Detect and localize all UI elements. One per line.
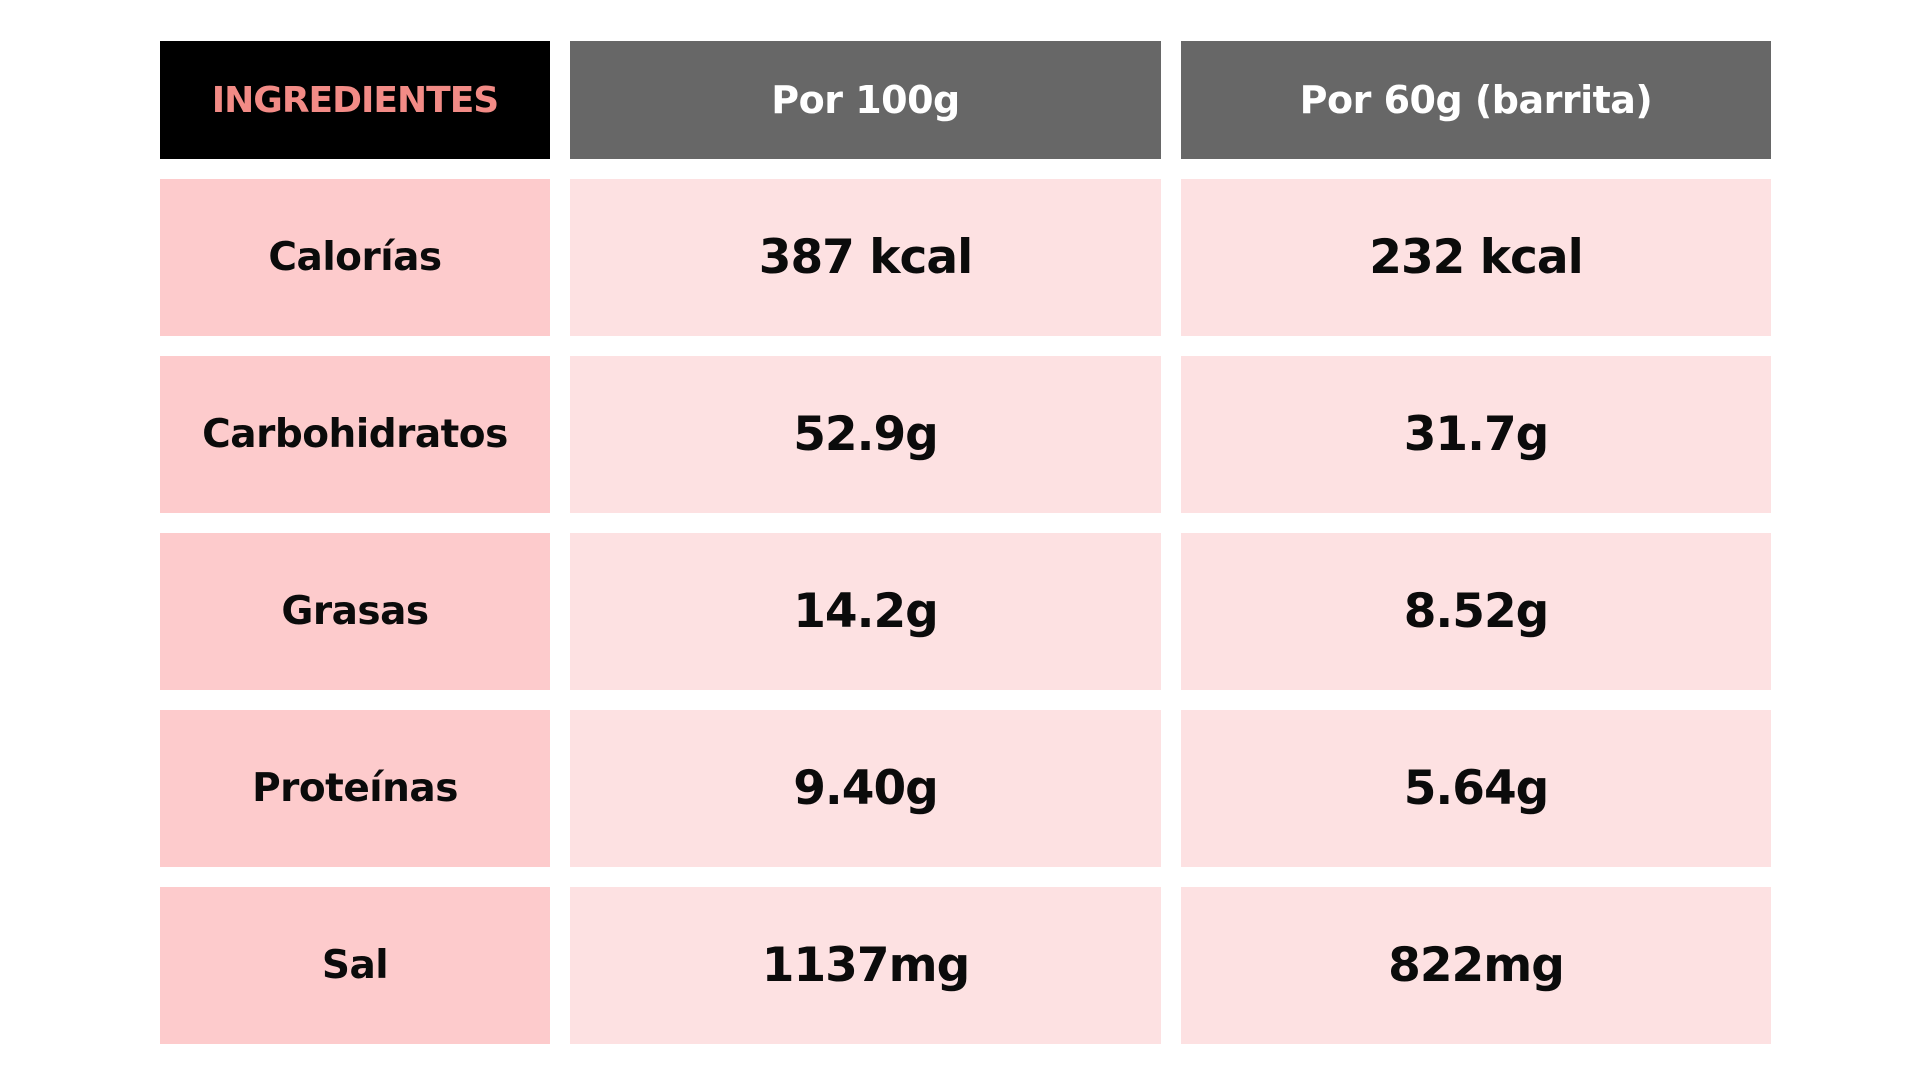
row-label-sal: Sal bbox=[160, 887, 550, 1044]
value-sal-60g: 822mg bbox=[1181, 887, 1771, 1044]
row-label-grasas: Grasas bbox=[160, 533, 550, 690]
row-label-calorias: Calorías bbox=[160, 179, 550, 336]
value-carbohidratos-100g: 52.9g bbox=[570, 356, 1161, 513]
value-carbohidratos-60g: 31.7g bbox=[1181, 356, 1771, 513]
value-grasas-60g: 8.52g bbox=[1181, 533, 1771, 690]
row-label-proteinas: Proteínas bbox=[160, 710, 550, 867]
value-calorias-60g: 232 kcal bbox=[1181, 179, 1771, 336]
nutrition-table: INGREDIENTES Por 100g Por 60g (barrita) … bbox=[160, 41, 1771, 1044]
value-proteinas-60g: 5.64g bbox=[1181, 710, 1771, 867]
value-proteinas-100g: 9.40g bbox=[570, 710, 1161, 867]
value-calorias-100g: 387 kcal bbox=[570, 179, 1161, 336]
value-sal-100g: 1137mg bbox=[570, 887, 1161, 1044]
row-label-carbohidratos: Carbohidratos bbox=[160, 356, 550, 513]
header-per-100g: Por 100g bbox=[570, 41, 1161, 159]
header-ingredientes: INGREDIENTES bbox=[160, 41, 550, 159]
header-per-60g: Por 60g (barrita) bbox=[1181, 41, 1771, 159]
value-grasas-100g: 14.2g bbox=[570, 533, 1161, 690]
